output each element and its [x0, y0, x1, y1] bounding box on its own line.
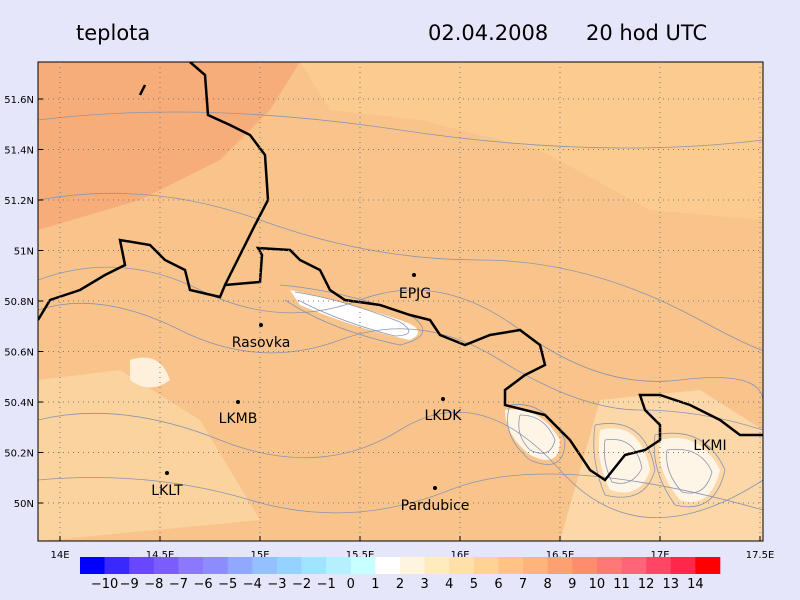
colorbar-label: −8: [144, 577, 163, 592]
colorbar-label: 9: [568, 577, 576, 592]
station-dot: [412, 273, 416, 277]
station-label: Pardubice: [401, 498, 470, 514]
station-dot: [259, 323, 263, 327]
borders: [38, 62, 763, 482]
colorbar-box: [695, 557, 721, 574]
colorbar-box: [621, 557, 647, 574]
colorbar-label: −7: [169, 577, 188, 592]
colorbar-label: 11: [613, 577, 630, 592]
colorbar-label: −4: [243, 577, 262, 592]
colorbar-label: −6: [193, 577, 212, 592]
lon-tick-label: 17E: [650, 550, 669, 561]
date: 02.04.2008: [428, 21, 548, 45]
station-dot: [441, 397, 445, 401]
colorbar-label: 7: [519, 577, 527, 592]
colorbar-box: [473, 557, 499, 574]
cold-ridge: [290, 290, 418, 340]
colorbar-label: −5: [218, 577, 237, 592]
station-dot: [236, 400, 240, 404]
time: 20 hod UTC: [586, 21, 707, 45]
cold-ridge: [659, 438, 720, 502]
colorbar-label: 6: [494, 577, 502, 592]
colorbar-box: [547, 557, 573, 574]
lon-tick-label: 14E: [50, 550, 69, 561]
colorbar-box: [252, 557, 278, 574]
colorbar-label: 12: [638, 577, 655, 592]
lat-tick-label: 51.4N: [4, 146, 34, 157]
colorbar-box: [227, 557, 253, 574]
colorbar-label: 14: [687, 577, 704, 592]
colorbar-label: −9: [120, 577, 139, 592]
colorbar-box: [104, 557, 130, 574]
colorbar-label: −1: [317, 577, 336, 592]
lon-tick-label: 16E: [450, 550, 469, 561]
colorbar-box: [129, 557, 155, 574]
warm-area: [38, 62, 300, 230]
colorbar-box: [276, 557, 302, 574]
colorbar-box: [523, 557, 548, 574]
colorbar-box: [203, 557, 228, 574]
lat-tick-label: 50N: [14, 499, 34, 510]
colorbar-box: [646, 557, 672, 574]
lat-tick-label: 50.4N: [4, 398, 34, 409]
colorbar-box: [80, 557, 105, 574]
cold-ridge: [598, 428, 650, 493]
lon-tick-label: 17.5E: [746, 550, 775, 561]
colorbar-label: −10: [91, 577, 118, 592]
colorbar-label: 5: [470, 577, 478, 592]
colorbar-label: 10: [589, 577, 606, 592]
colorbar-box: [449, 557, 475, 574]
colorbar-box: [326, 557, 352, 574]
map-field: [38, 62, 763, 541]
stations: EPJG Rasovka LKMB LKDK LKLT Pardubice LKMI: [151, 273, 727, 514]
colorbar-box: [498, 557, 524, 574]
colorbar-label: −3: [267, 577, 286, 592]
colorbar-box: [350, 557, 376, 574]
station-label: Rasovka: [232, 335, 291, 351]
colorbar-box: [375, 557, 401, 574]
lon-tick-label: 15E: [250, 550, 269, 561]
station-label: LKLT: [151, 483, 183, 499]
colorbar-box: [670, 557, 696, 574]
lat-tick-label: 51N: [14, 247, 34, 258]
lon-tick-label: 16.5E: [546, 550, 575, 561]
colorbar-label: 1: [371, 577, 379, 592]
lon-tick-label: 15.5E: [346, 550, 375, 561]
graticule: 50N 50.2N 50.4N 50.6N 50.8N 51N 51.2N 51.4N 51.6…: [4, 62, 774, 561]
colorbar-label: 0: [347, 577, 355, 592]
colorbar-label: 13: [662, 577, 679, 592]
lon-tick-label: 14.5E: [146, 550, 175, 561]
station-dot: [165, 471, 169, 475]
colorbar-box: [572, 557, 598, 574]
colorbar-box: [596, 557, 622, 574]
colorbar-box: [178, 557, 204, 574]
colorbar: −10 −9 −8 −7 −6 −5 −4 −3 −2 −1 0 1 2 3 4 5 6 7 8 9 10 11 12 13 1…: [80, 557, 721, 592]
lat-tick-label: 51.2N: [4, 196, 34, 207]
colorbar-label: 8: [544, 577, 552, 592]
colorbar-box: [400, 557, 425, 574]
cold-spot: [130, 357, 170, 388]
station-label: LKDK: [425, 408, 463, 424]
colorbar-label: 3: [420, 577, 428, 592]
station-label: LKMB: [219, 411, 258, 427]
mild-area: [300, 62, 763, 220]
lat-tick-label: 51.6N: [4, 95, 34, 106]
cool-area: [38, 370, 260, 541]
colorbar-box: [301, 557, 327, 574]
colorbar-label: −2: [292, 577, 311, 592]
lat-tick-label: 50.6N: [4, 348, 34, 359]
colorbar-label: 4: [445, 577, 453, 592]
title: teplota: [76, 21, 150, 45]
colorbar-box: [153, 557, 179, 574]
lat-tick-label: 50.2N: [4, 449, 34, 460]
lat-tick-label: 50.8N: [4, 297, 34, 308]
station-dot: [433, 486, 437, 490]
station-label: LKMI: [693, 438, 726, 454]
colorbar-box: [424, 557, 450, 574]
station-label: EPJG: [399, 286, 431, 302]
colorbar-label: 2: [396, 577, 404, 592]
